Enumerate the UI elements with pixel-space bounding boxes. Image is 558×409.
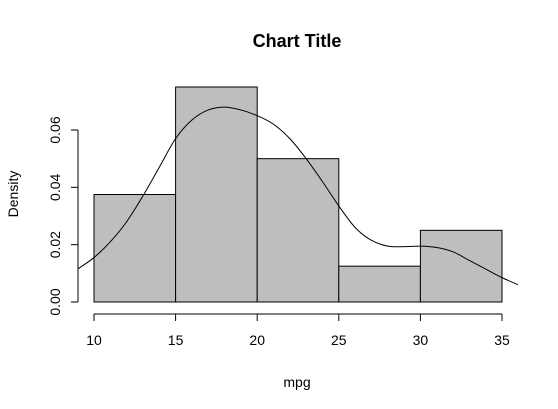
density-curve	[78, 106, 518, 286]
x-tick-label-1: 15	[168, 332, 184, 348]
x-axis: 10 15 20 25 30 35	[86, 313, 510, 348]
y-axis-label: Density	[5, 171, 21, 218]
y-tick-label-0: 0.00	[47, 288, 63, 315]
x-axis-label: mpg	[283, 374, 310, 390]
histogram-bar-1	[175, 86, 258, 303]
density-layer	[78, 106, 518, 286]
x-tick-label-3: 25	[331, 332, 347, 348]
histogram-bar-0	[93, 194, 177, 303]
y-tick-label-2: 0.04	[47, 173, 63, 200]
y-tick-label-3: 0.06	[47, 116, 63, 143]
x-tick-label-2: 20	[249, 332, 265, 348]
x-tick-label-4: 30	[413, 332, 429, 348]
bars-layer	[93, 86, 503, 303]
chart-title: Chart Title	[253, 31, 342, 51]
histogram-bar-2	[256, 158, 340, 303]
x-tick-label-5: 35	[494, 332, 510, 348]
histogram-bar-4	[419, 229, 503, 303]
y-tick-label-1: 0.02	[47, 231, 63, 258]
y-axis: 0.00 0.02 0.04 0.06	[47, 116, 79, 316]
x-tick-label-0: 10	[86, 332, 102, 348]
histogram-bar-3	[338, 265, 421, 303]
